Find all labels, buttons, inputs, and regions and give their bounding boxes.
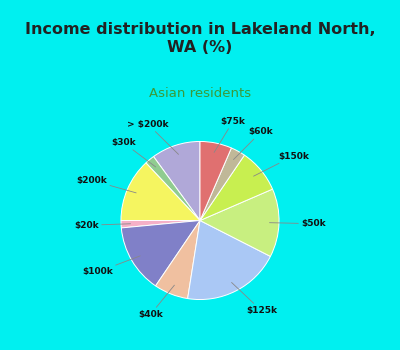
Wedge shape: [154, 141, 200, 220]
Wedge shape: [200, 155, 272, 220]
Text: $150k: $150k: [254, 152, 309, 176]
Text: $75k: $75k: [214, 117, 245, 152]
Text: $20k: $20k: [74, 221, 130, 230]
Text: Asian residents: Asian residents: [149, 88, 251, 100]
Wedge shape: [146, 156, 200, 220]
Text: > $200k: > $200k: [127, 120, 178, 154]
Wedge shape: [121, 163, 200, 220]
Text: Income distribution in Lakeland North,
WA (%): Income distribution in Lakeland North, W…: [25, 22, 375, 55]
Text: $40k: $40k: [138, 285, 174, 319]
Wedge shape: [200, 148, 244, 220]
Text: $100k: $100k: [82, 256, 140, 276]
Text: $60k: $60k: [234, 127, 273, 160]
Text: $30k: $30k: [111, 138, 156, 167]
Wedge shape: [188, 220, 270, 300]
Wedge shape: [200, 141, 231, 220]
Wedge shape: [121, 220, 200, 228]
Text: $125k: $125k: [232, 282, 277, 315]
Text: $200k: $200k: [76, 176, 136, 193]
Wedge shape: [200, 189, 279, 257]
Wedge shape: [156, 220, 200, 299]
Wedge shape: [121, 220, 200, 286]
Text: $50k: $50k: [270, 219, 326, 228]
